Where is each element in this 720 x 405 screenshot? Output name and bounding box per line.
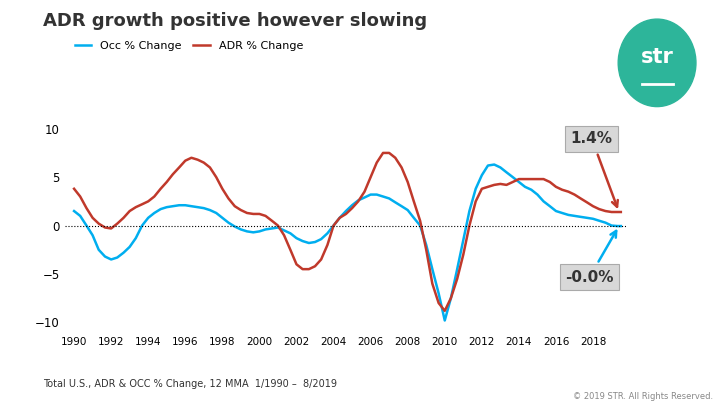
ADR % Change — [70, 186, 78, 191]
Occ % Change — [70, 209, 78, 213]
Text: 1.4%: 1.4% — [571, 131, 618, 207]
Legend: Occ % Change, ADR % Change: Occ % Change, ADR % Change — [71, 37, 307, 56]
Occ % Change — [144, 215, 153, 220]
Occ % Change — [539, 199, 548, 204]
ADR % Change — [144, 199, 153, 204]
Occ % Change — [552, 209, 560, 213]
Circle shape — [618, 19, 696, 107]
Text: Total U.S., ADR & OCC % Change, 12 MMA  1/1990 –  8/2019: Total U.S., ADR & OCC % Change, 12 MMA 1… — [43, 379, 337, 389]
ADR % Change — [441, 308, 449, 313]
Line: Occ % Change: Occ % Change — [74, 164, 621, 320]
Text: -0.0%: -0.0% — [565, 231, 616, 285]
Occ % Change — [237, 227, 246, 232]
Occ % Change — [441, 318, 449, 323]
ADR % Change — [616, 209, 625, 214]
ADR % Change — [607, 209, 616, 214]
ADR % Change — [539, 177, 548, 181]
Text: © 2019 STR. All Rights Reserved.: © 2019 STR. All Rights Reserved. — [572, 392, 713, 401]
Text: ADR growth positive however slowing: ADR growth positive however slowing — [43, 12, 428, 30]
Occ % Change — [607, 223, 616, 228]
Occ % Change — [490, 162, 498, 167]
Occ % Change — [616, 224, 625, 228]
Line: ADR % Change: ADR % Change — [74, 153, 621, 311]
Text: str: str — [641, 47, 673, 67]
ADR % Change — [465, 223, 474, 228]
ADR % Change — [379, 151, 387, 156]
ADR % Change — [552, 184, 560, 189]
Occ % Change — [459, 238, 467, 243]
ADR % Change — [237, 208, 246, 213]
